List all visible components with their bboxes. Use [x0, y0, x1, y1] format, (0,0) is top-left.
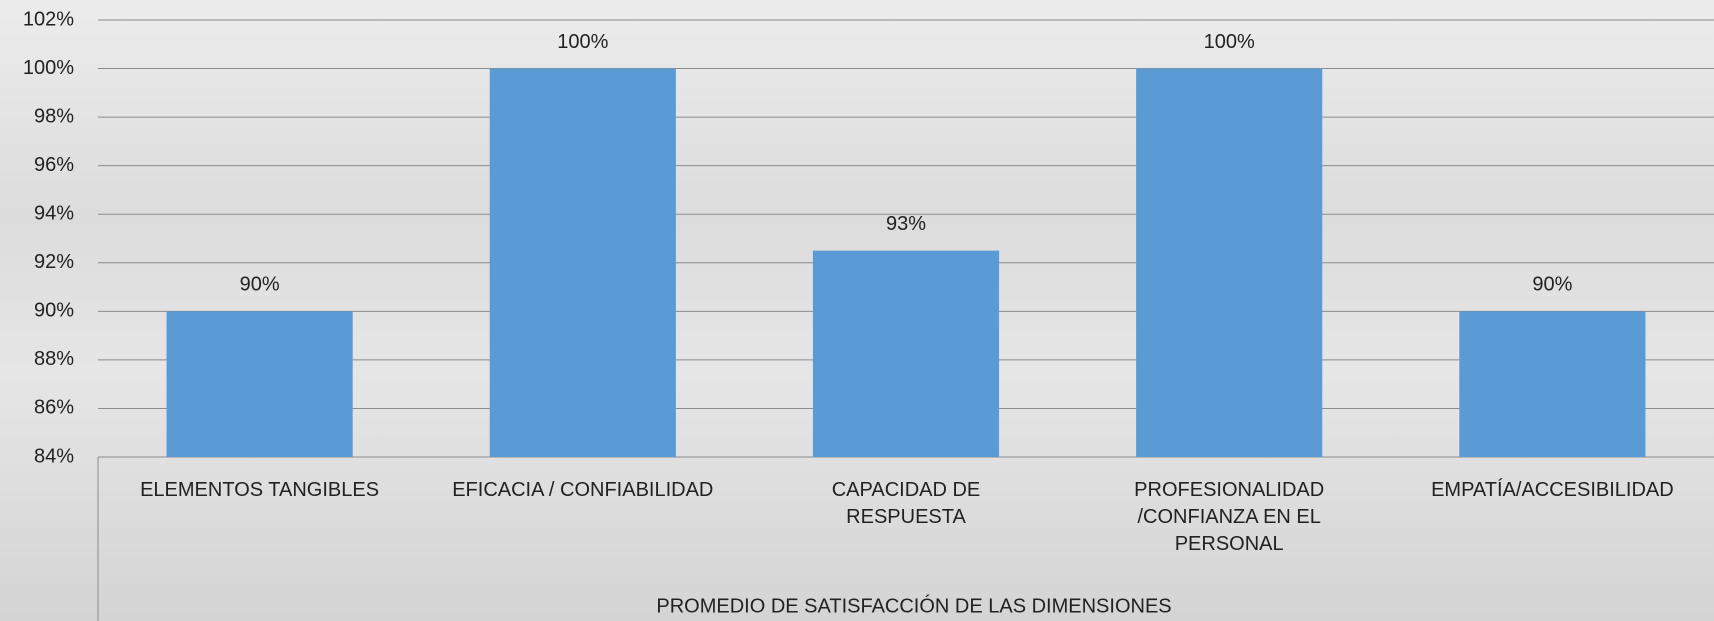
value-label: 90% — [240, 274, 280, 296]
bar — [489, 68, 676, 458]
y-tick-label: 98% — [34, 105, 74, 127]
x-tick-label: CAPACIDAD DE RESPUESTA — [831, 479, 981, 528]
y-tick-label: 96% — [34, 154, 74, 176]
x-tick-label: ELEMENTOS TANGIBLES — [140, 479, 380, 501]
x-tick-label: EFICACIA / CONFIABILIDAD — [452, 479, 714, 501]
bar — [1136, 68, 1323, 458]
value-label: 93% — [886, 213, 926, 235]
bar — [166, 311, 353, 457]
value-label: 90% — [1532, 274, 1572, 296]
y-tick-label: 84% — [34, 445, 74, 467]
bar — [1459, 311, 1646, 457]
y-tick-label: 94% — [34, 203, 74, 225]
y-tick-label: 88% — [34, 348, 74, 370]
y-tick-label: 90% — [34, 300, 74, 322]
y-tick-label: 86% — [34, 397, 74, 419]
y-tick-label: 92% — [34, 251, 74, 273]
value-label: 100% — [1204, 31, 1255, 53]
x-axis-title: PROMEDIO DE SATISFACCIÓN DE LAS DIMENSIO… — [656, 594, 1171, 617]
bar — [812, 250, 1000, 457]
value-label: 100% — [557, 31, 608, 53]
y-tick-label: 102% — [23, 8, 74, 30]
y-tick-label: 100% — [23, 57, 74, 79]
x-tick-label: PROFESIONALIDAD /CONFIANZA EN EL PERSONA… — [1134, 479, 1325, 555]
x-tick-label: EMPATÍA/ACCESIBILIDAD — [1431, 479, 1674, 501]
